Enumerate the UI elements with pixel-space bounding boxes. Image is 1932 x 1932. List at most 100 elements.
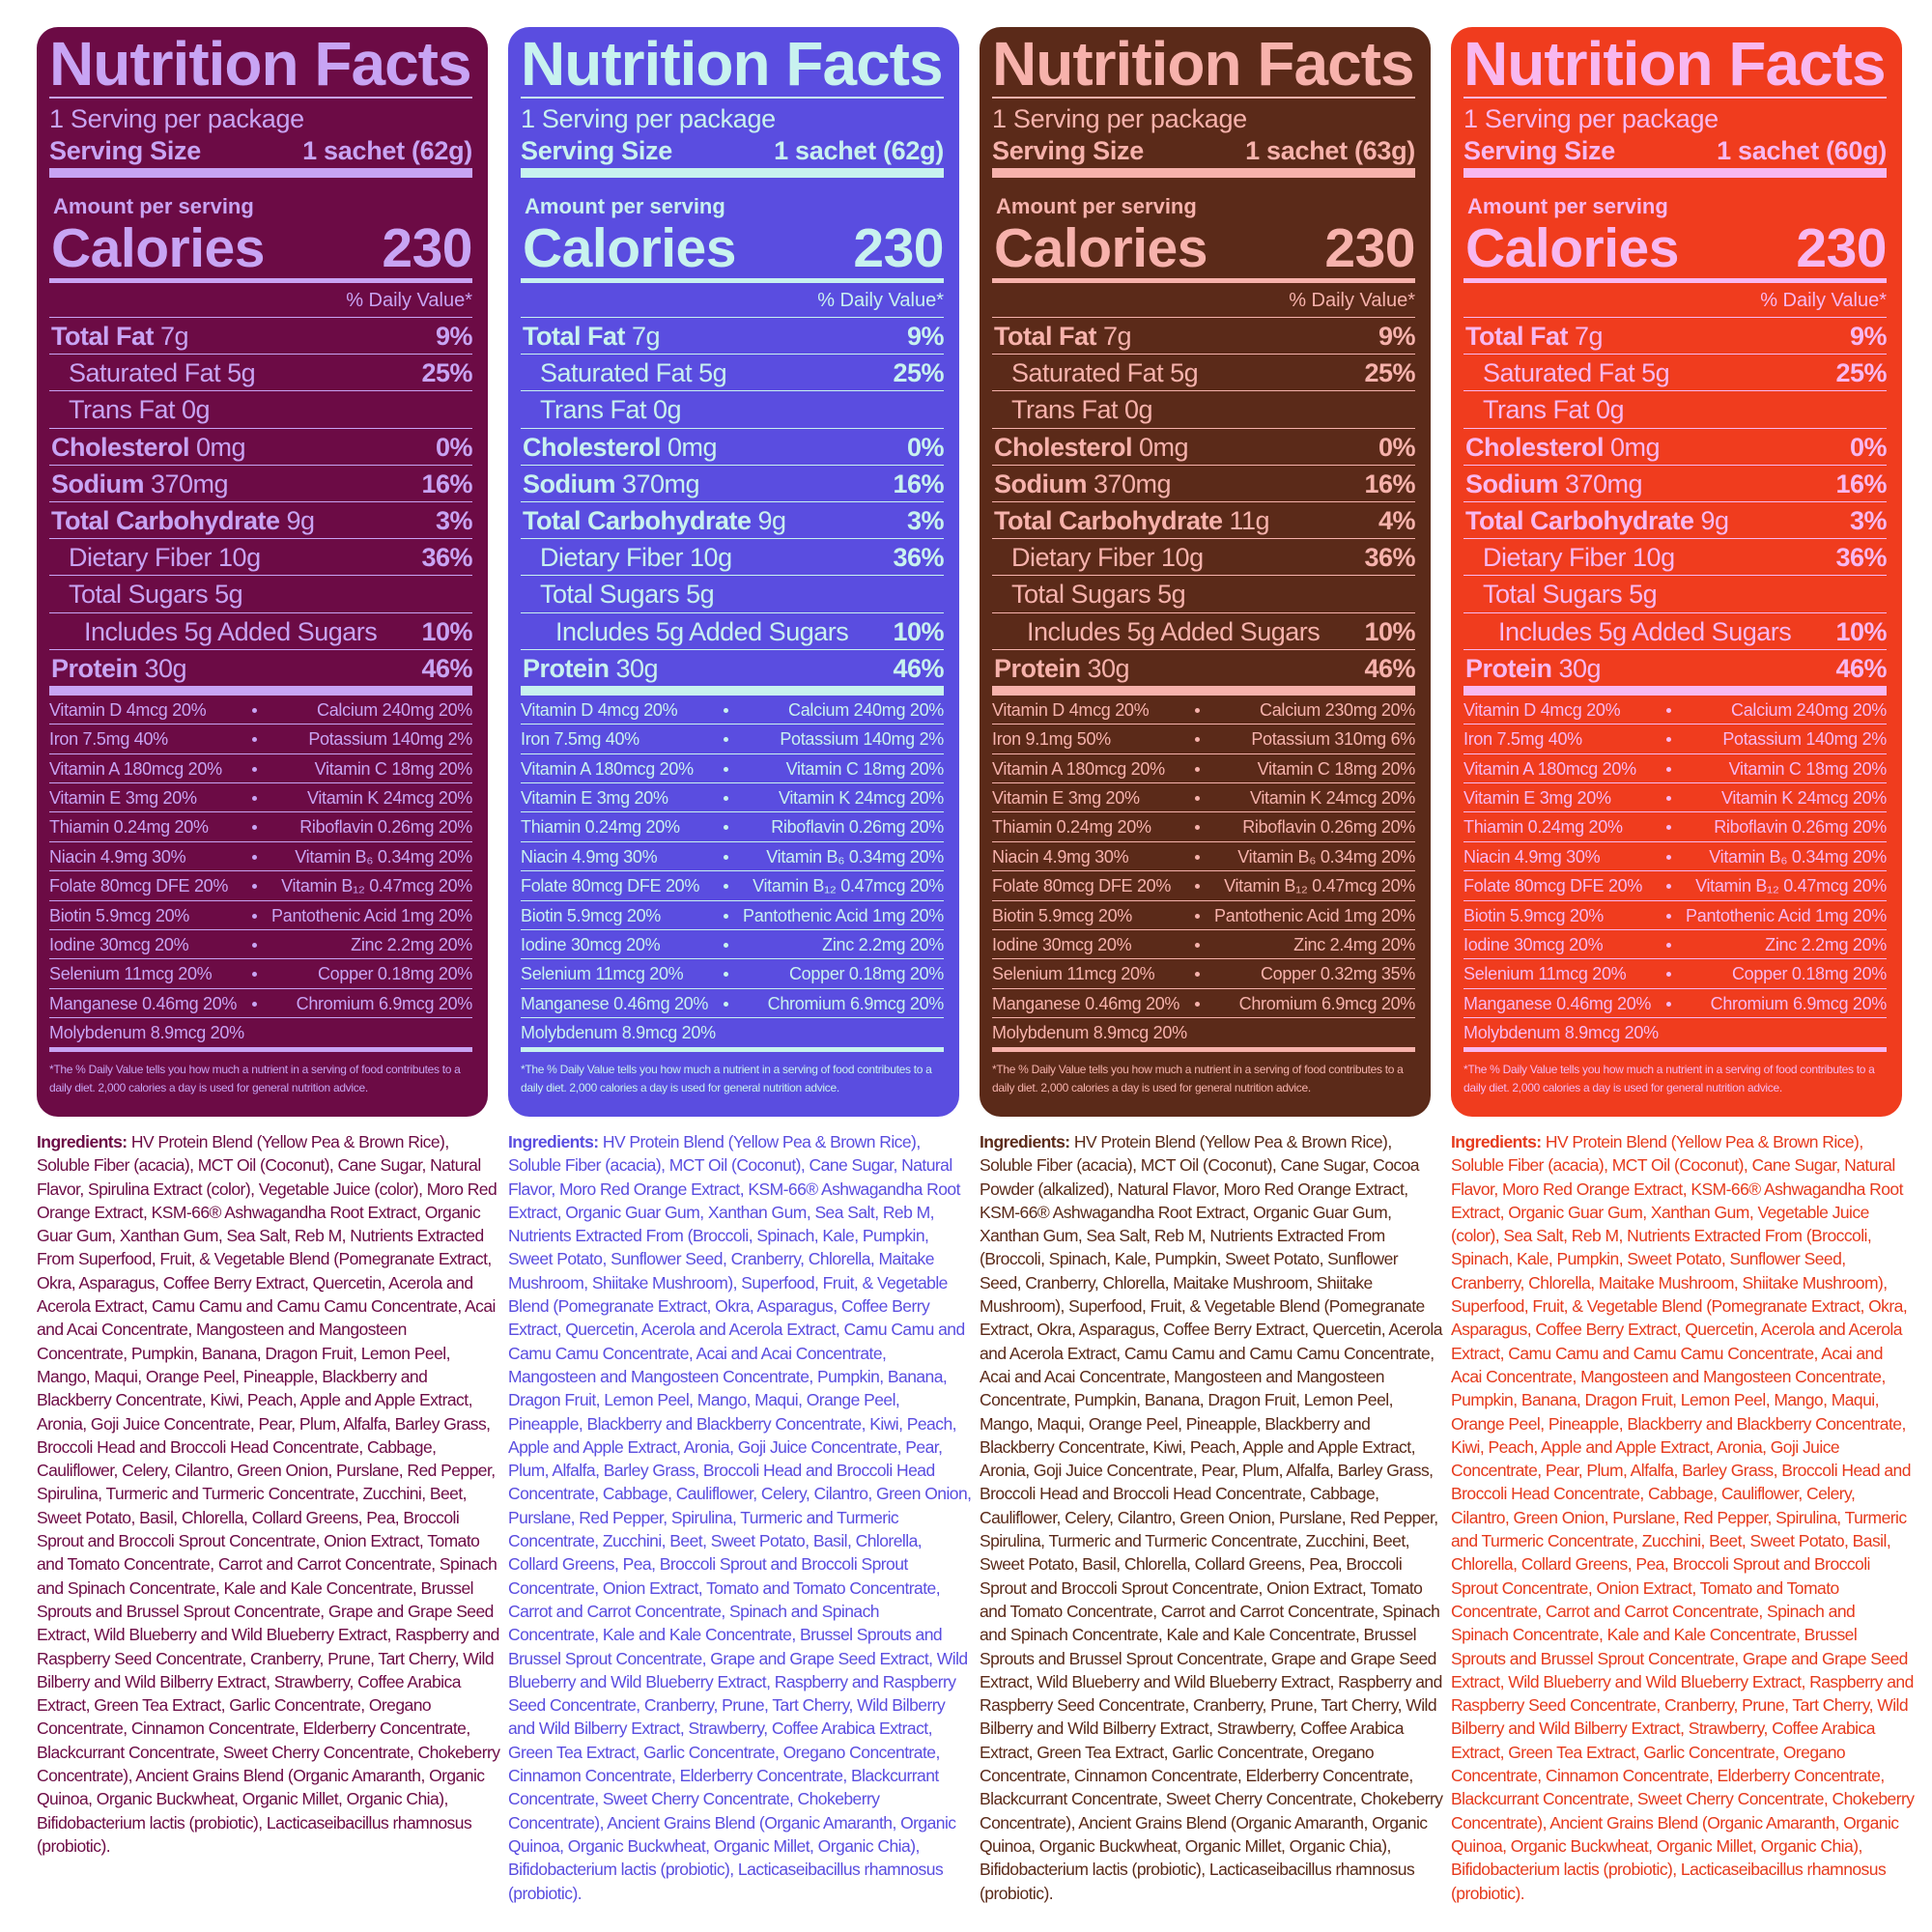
footnote: *The % Daily Value tells you how much a … [49, 1062, 461, 1094]
nutrient-label: Dietary Fiber 10g [49, 539, 261, 575]
vitamin-row: Iodine 30mcg 20% Zinc 2.2mg 20% [1463, 930, 1887, 960]
nutrient-amount: 11g [1229, 505, 1270, 535]
vitamin-row: Manganese 0.46mg 20% Chromium 6.9mcg 20% [521, 989, 944, 1019]
daily-value: 9% [435, 322, 473, 351]
nutrient-name: Total Sugars 5g [1011, 580, 1186, 610]
nutrient-row: Total Sugars 5g [992, 576, 1415, 613]
vitamin-row: Biotin 5.9mcg 20% Pantothenic Acid 1mg 20… [992, 901, 1415, 930]
vitamin-left: Niacin 4.9mg 30% [521, 846, 658, 867]
vitamin-left: Iodine 30mcg 20% [49, 935, 189, 954]
nutrient-name: Saturated Fat 5g [1483, 358, 1670, 388]
vitamin-right: Potassium 140mg 2% [308, 729, 472, 750]
vitamin-left: Biotin 5.9mcg 20% [521, 905, 661, 925]
daily-value: 36% [421, 543, 472, 573]
nutrient-label: Cholesterol 0mg [992, 429, 1189, 465]
daily-value: 10% [1835, 616, 1887, 646]
vitamin-row: Vitamin D 4mcg 20% Calcium 240mg 20% [1463, 696, 1887, 725]
nutrient-row: Includes 5g Added Sugars 10% [521, 613, 944, 650]
nutrient-name: Cholesterol [1465, 432, 1605, 462]
serving-size-value: 1 sachet (62g) [774, 136, 944, 165]
bullet [724, 913, 728, 919]
ingredients-text: HV Protein Blend (Yellow Pea & Brown Ric… [37, 1132, 500, 1856]
vitamin-right: Vitamin B₁₂ 0.47mcg 20% [753, 876, 944, 896]
nutrient-row: Total Sugars 5g [521, 576, 944, 613]
vitamin-right: Vitamin B₁₂ 0.47mcg 20% [281, 876, 472, 896]
vitamin-right: Riboflavin 0.26mg 20% [1714, 817, 1887, 838]
vitamin-row: Selenium 11mcg 20% Copper 0.18mg 20% [49, 959, 472, 989]
vitamin-row: Selenium 11mcg 20% Copper 0.18mg 20% [521, 959, 944, 989]
bullet [252, 737, 257, 743]
nutrient-label: Total Sugars 5g [521, 576, 715, 611]
ingredients: Ingredients: HV Protein Blend (Yellow Pe… [980, 1130, 1443, 1905]
vitamin-right: Zinc 2.2mg 20% [351, 935, 472, 954]
calories: Calories 230 [1463, 218, 1887, 283]
ingredients: Ingredients: HV Protein Blend (Yellow Pe… [37, 1130, 500, 1858]
bullet [1195, 737, 1200, 743]
ingredients-label: Ingredients: [1451, 1132, 1542, 1151]
vitamin-right: Pantothenic Acid 1mg 20% [1686, 905, 1887, 925]
nutrient-label: Trans Fat 0g [992, 391, 1153, 427]
nutrient-name: Total Carbohydrate [994, 505, 1223, 535]
serving-size-value: 1 sachet (62g) [302, 136, 472, 165]
nutrition-panel: Nutrition Facts 1 Serving per package Serv… [37, 27, 488, 1117]
panel-title: Nutrition Facts [521, 29, 944, 99]
nutrient-row: Cholesterol 0mg 0% [1463, 429, 1888, 466]
vitamin-left: Vitamin D 4mcg 20% [1463, 699, 1621, 720]
ingredients-text: HV Protein Blend (Yellow Pea & Brown Ric… [980, 1132, 1443, 1903]
vitamin-right: Vitamin K 24mcg 20% [306, 788, 472, 809]
nutrient-amount: 0mg [1610, 432, 1661, 462]
ingredients-label: Ingredients: [980, 1132, 1070, 1151]
daily-value: 16% [1364, 469, 1415, 498]
vitamin-left: Selenium 11mcg 20% [49, 964, 213, 984]
nutrition-panel: Nutrition Facts 1 Serving per package Serv… [980, 27, 1431, 1117]
footnote: *The % Daily Value tells you how much a … [992, 1062, 1404, 1094]
daily-value: 36% [1835, 543, 1887, 573]
nutrient-amount: 370mg [1094, 469, 1172, 498]
bullet [252, 796, 257, 802]
daily-value: 46% [1364, 653, 1415, 683]
calories-label: Calories [994, 217, 1208, 279]
vitamin-row: Folate 80mcg DFE 20% Vitamin B₁₂ 0.47mcg … [1463, 871, 1887, 901]
vitamin-left: Vitamin D 4mcg 20% [992, 699, 1150, 720]
daily-value: 0% [435, 432, 473, 462]
vitamin-right: Vitamin K 24mcg 20% [1720, 788, 1887, 809]
vitamin-row: Vitamin D 4mcg 20% Calcium 230mg 20% [992, 696, 1415, 725]
calories-label: Calories [51, 217, 265, 279]
nutrient-label: Dietary Fiber 10g [521, 539, 732, 575]
vitamin-left: Manganese 0.46mg 20% [49, 993, 238, 1013]
vitamin-row: Molybdenum 8.9mcg 20% [992, 1018, 1415, 1052]
nutrient-row: Total Sugars 5g [49, 576, 472, 613]
nutrient-row: Trans Fat 0g [992, 391, 1415, 429]
bullet [1195, 796, 1200, 802]
vitamin-row: Vitamin E 3mg 20% Vitamin K 24mcg 20% [49, 783, 472, 813]
calories-value: 230 [382, 217, 472, 279]
nutrient-name: Dietary Fiber 10g [1483, 543, 1675, 573]
vitamin-left: Vitamin D 4mcg 20% [521, 699, 678, 720]
nutrient-row: Protein 30g 46% [1463, 650, 1887, 696]
bullet [252, 913, 257, 919]
vitamin-left: Folate 80mcg DFE 20% [1463, 876, 1643, 896]
ingredients: Ingredients: HV Protein Blend (Yellow Pe… [1451, 1130, 1915, 1905]
nutrient-name: Saturated Fat 5g [1011, 358, 1199, 388]
nutrient-name: Trans Fat 0g [69, 395, 211, 425]
ingredients-text: HV Protein Blend (Yellow Pea & Brown Ric… [508, 1132, 972, 1903]
vitamin-row: Vitamin E 3mg 20% Vitamin K 24mcg 20% [1463, 783, 1887, 813]
nutrient-name: Total Fat [51, 322, 155, 351]
nutrient-label: Sodium 370mg [992, 466, 1172, 501]
servings: 1 Serving per package [992, 104, 1247, 133]
daily-value: 10% [893, 616, 944, 646]
vitamin-left: Folate 80mcg DFE 20% [992, 876, 1172, 896]
calories: Calories 230 [521, 218, 944, 283]
bullet [1666, 884, 1671, 890]
vitamin-row: Folate 80mcg DFE 20% Vitamin B₁₂ 0.47mcg … [49, 871, 472, 901]
vitamin-left: Iodine 30mcg 20% [521, 935, 661, 954]
vitamin-row: Selenium 11mcg 20% Copper 0.18mg 20% [1463, 959, 1887, 989]
vitamin-right: Vitamin K 24mcg 20% [1249, 788, 1415, 809]
vitamin-row: Iron 7.5mg 40% Potassium 140mg 2% [521, 724, 944, 754]
bullet [1666, 943, 1671, 948]
nutrient-label: Trans Fat 0g [49, 391, 211, 427]
vitamin-left: Iron 9.1mg 50% [992, 729, 1111, 750]
nutrient-row: Total Sugars 5g [1463, 576, 1887, 613]
vitamin-left: Vitamin A 180mcg 20% [1463, 758, 1636, 779]
